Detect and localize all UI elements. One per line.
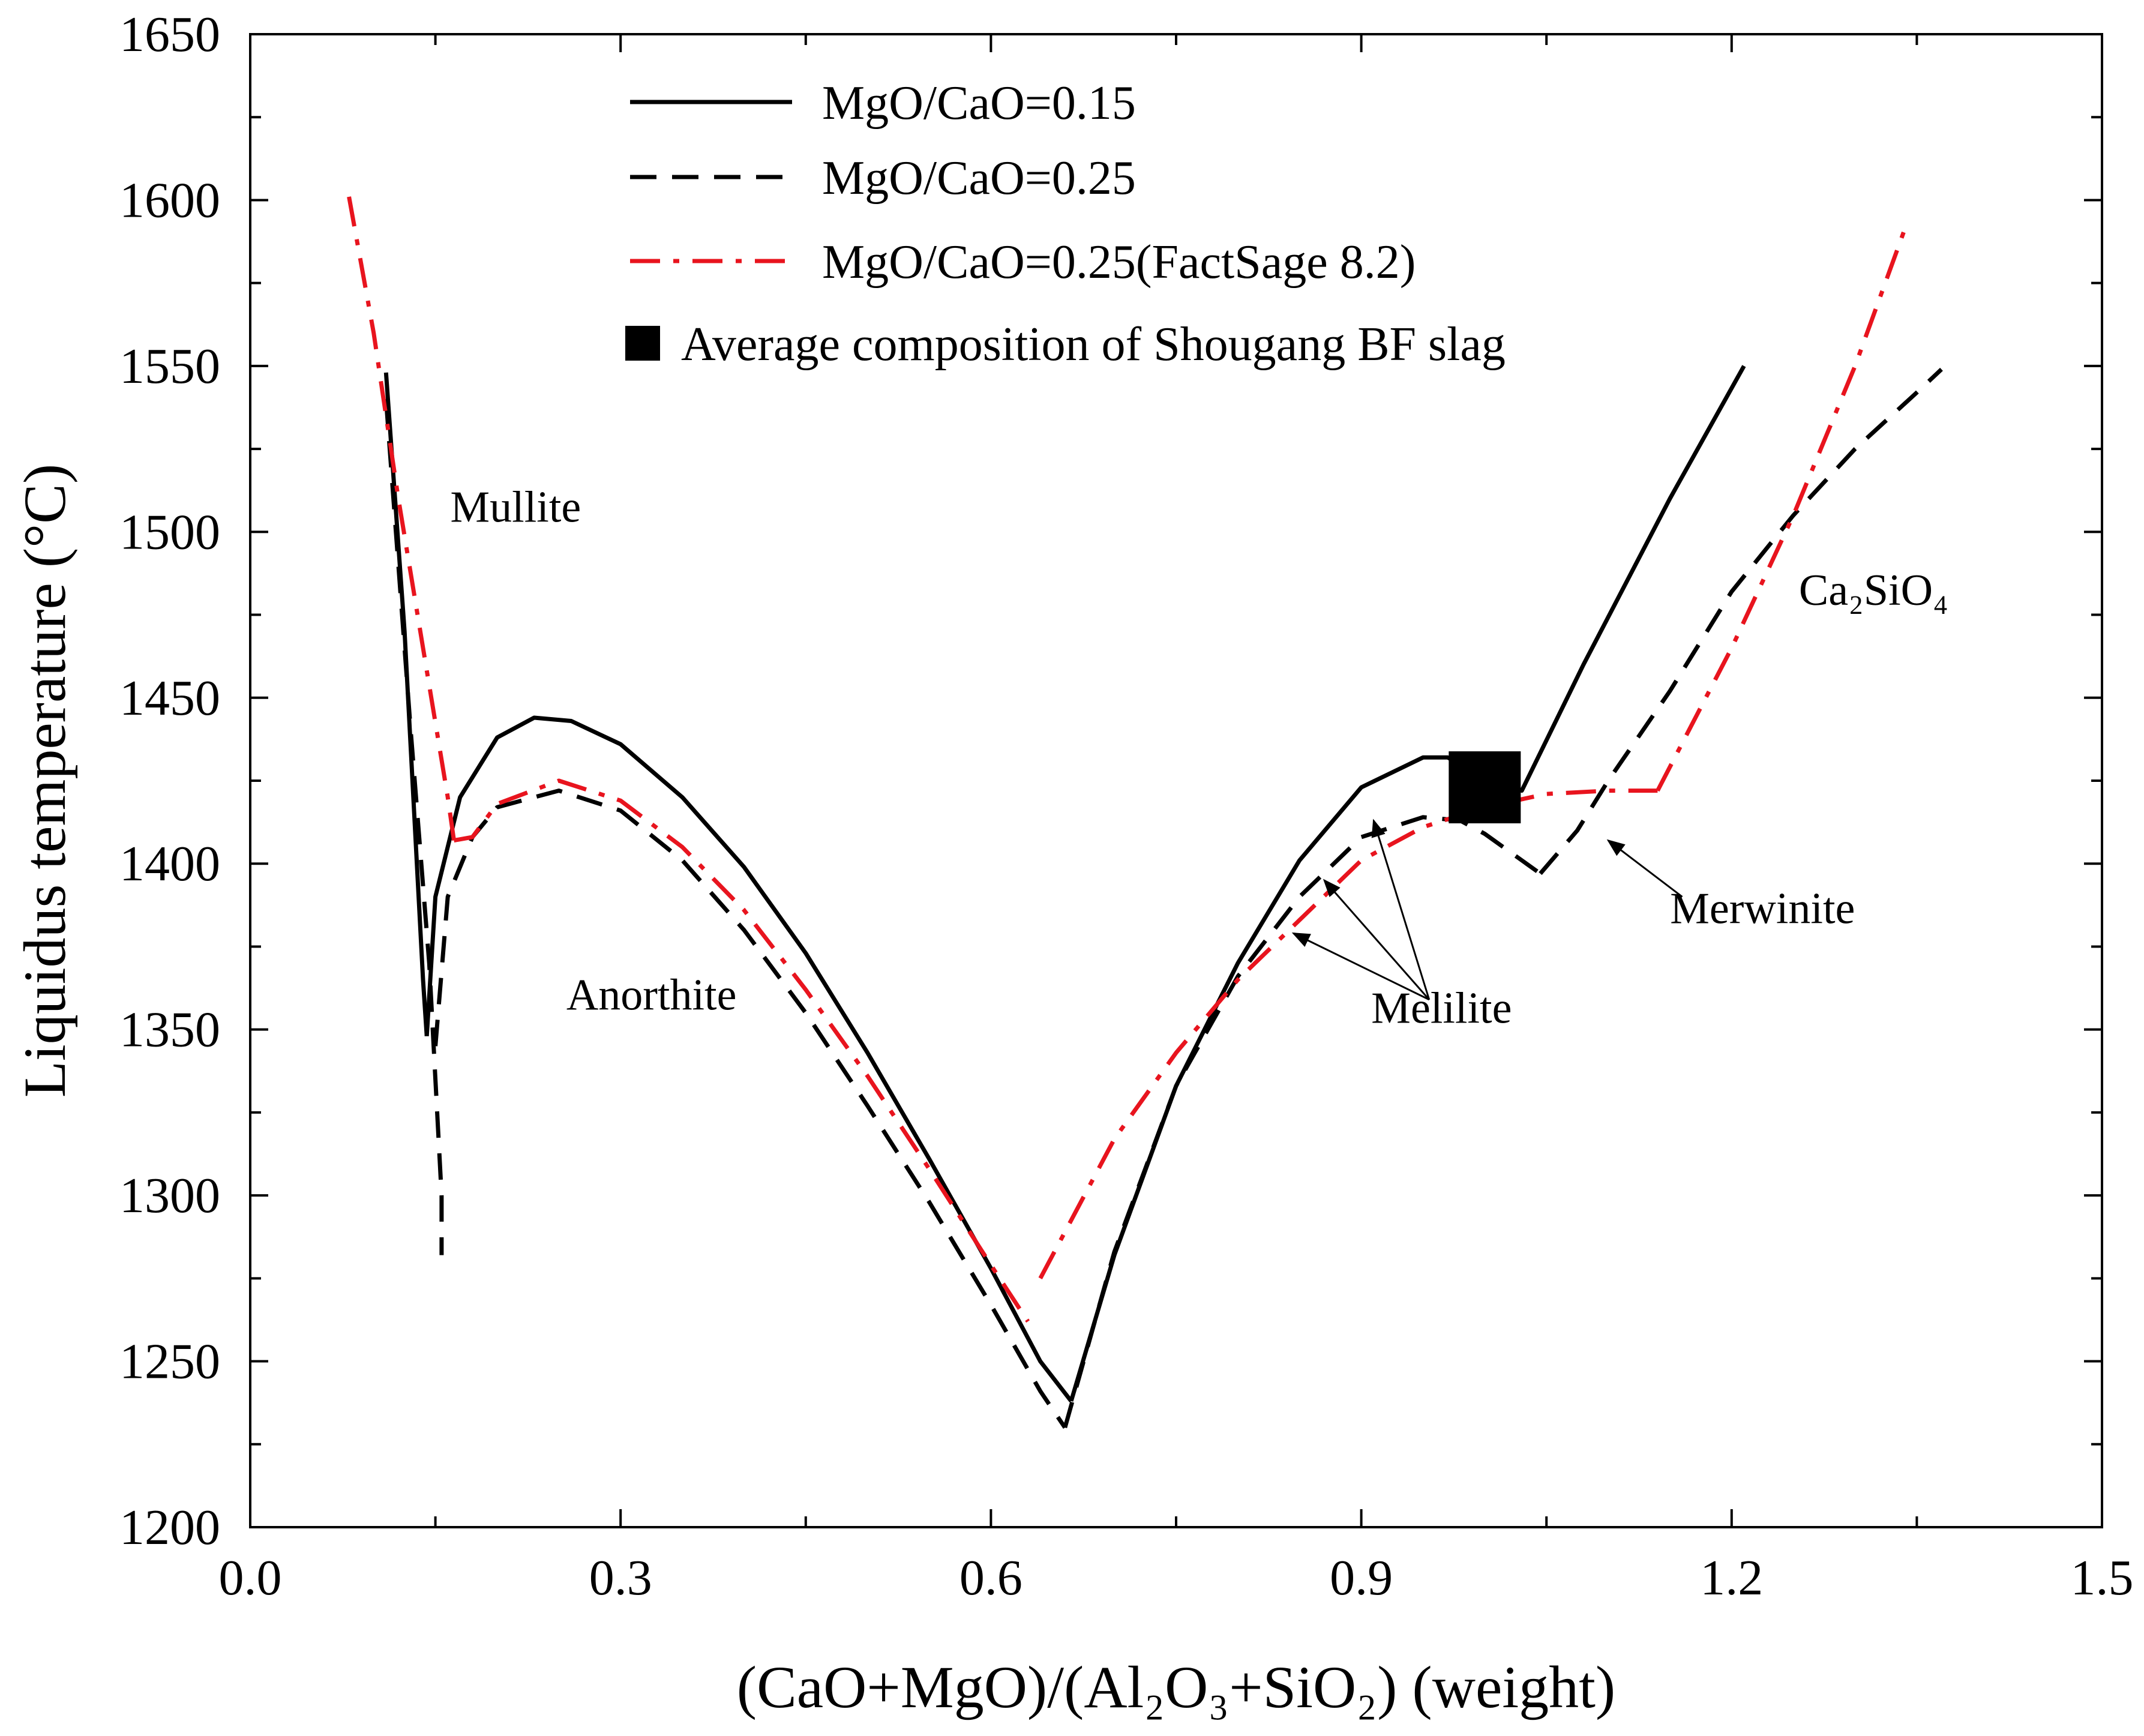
series-line-2-segment-0 [347,196,456,841]
x-axis-title: (CaO+MgO)/(Al₂O₃+SiO₂) (weight) [737,1654,1615,1720]
series-line-2-segment-2 [1038,788,1658,1279]
y-tick-label: 1400 [119,836,220,892]
y-tick-label: 1200 [119,1500,220,1555]
y-tick-label: 1350 [119,1002,220,1058]
y-tick-label: 1250 [119,1334,220,1390]
legend: MgO/CaO=0.15 MgO/CaO=0.25 MgO/CaO=0.25(F… [625,77,1506,371]
series-layer [347,196,1943,1429]
y-tick-label: 1650 [119,7,220,62]
region-label: Ca₂SiO₄ [1799,566,1948,615]
series-line-1-segment-3 [1539,367,1943,876]
series-line-0-segment-0 [383,372,429,1036]
series-line-1-segment-0 [383,398,444,1255]
annotation-arrow [1291,932,1430,1001]
region-label: Merwinite [1670,885,1855,934]
x-tick-label: 1.2 [1700,1550,1763,1606]
legend-label-1: MgO/CaO=0.25 [822,152,1136,205]
series-line-0-segment-1 [424,715,1073,1403]
annotation-arrow [1323,879,1430,1000]
plot-axes: 0.0 0.3 0.6 0.9 1.2 1.5 1200 1250 1300 1350 1400 14… [119,7,2134,1606]
y-tick-label: 1600 [119,172,220,228]
y-tick-label: 1500 [119,504,220,560]
annotation-arrow [1371,818,1431,1000]
legend-marker-swatch [625,326,660,361]
region-label: Melilite [1371,984,1512,1033]
y-axis-title: Liquidus temperature (°C) [11,464,78,1098]
annotation-layer: Mullite Anorthite Melilite Merwinite Ca₂SiO₄ [450,483,1948,1033]
region-label: Mullite [450,483,581,532]
y-tick-label: 1550 [119,338,220,394]
x-tick-label: 0.9 [1330,1550,1393,1606]
x-tick-label: 1.5 [2071,1550,2134,1606]
x-tick-label: 0.0 [219,1550,282,1606]
y-tick-label: 1300 [119,1168,220,1224]
bf-slag-marker [1449,751,1521,824]
series-line-1-segment-1 [433,788,1067,1429]
y-tick-label: 1450 [119,670,220,726]
region-label: Anorthite [566,970,737,1020]
legend-label-2: MgO/CaO=0.25(FactSage 8.2) [822,236,1416,289]
x-tick-label: 0.3 [589,1550,652,1606]
series-line-2-segment-1 [453,778,1030,1323]
x-tick-label: 0.6 [959,1550,1022,1606]
series-line-1-segment-2 [1063,815,1542,1429]
legend-label-0: MgO/CaO=0.15 [822,77,1136,130]
series-line-2-segment-3 [1656,229,1907,792]
legend-label-marker: Average composition of Shougang BF slag [681,318,1506,371]
series-line-0-segment-2 [1069,365,1746,1402]
annotation-arrow [1606,839,1683,898]
